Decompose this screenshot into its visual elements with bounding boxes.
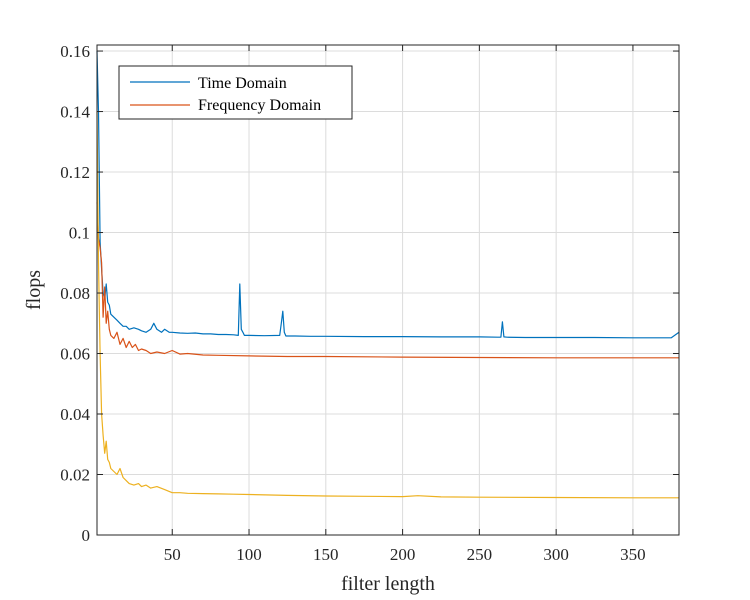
- y-tick-label: 0.04: [60, 405, 90, 424]
- series-group: [96, 50, 680, 499]
- legend-label-frequency-domain: Frequency Domain: [198, 97, 321, 114]
- y-tick-label: 0.06: [60, 345, 90, 364]
- x-tick-label: 300: [543, 545, 569, 564]
- y-tick-label: 0.1: [69, 224, 90, 243]
- y-tick-label: 0.02: [60, 466, 90, 485]
- plot-area: [97, 45, 679, 535]
- axes-box: [96, 44, 680, 536]
- x-tick-label: 250: [467, 545, 493, 564]
- y-axis-label: flops: [23, 270, 45, 310]
- y-tick-label: 0.08: [60, 284, 90, 303]
- grid: [97, 45, 679, 535]
- y-tick-label: 0: [82, 526, 91, 545]
- x-tick-label: 100: [236, 545, 262, 564]
- x-tick-label: 150: [313, 545, 339, 564]
- y-tick-label: 0.14: [60, 103, 90, 122]
- legend: Time Domain Frequency Domain: [118, 65, 353, 120]
- y-tick-label: 0.16: [60, 42, 90, 61]
- legend-label-time-domain: Time Domain: [198, 75, 287, 92]
- y-tick-label: 0.12: [60, 163, 90, 182]
- ticks: 50 100 150 200 250 300 350 0 0.02 0.04 0.06 0.08 0.1…: [60, 42, 679, 564]
- x-axis-label: filter length: [341, 573, 435, 595]
- series-frequency-domain: [96, 202, 679, 359]
- x-tick-label: 200: [390, 545, 416, 564]
- x-tick-label: 350: [620, 545, 646, 564]
- series-unlabeled: [96, 111, 679, 499]
- legend-box: [118, 65, 353, 120]
- series-time-domain: [96, 50, 680, 339]
- x-tick-label: 50: [164, 545, 181, 564]
